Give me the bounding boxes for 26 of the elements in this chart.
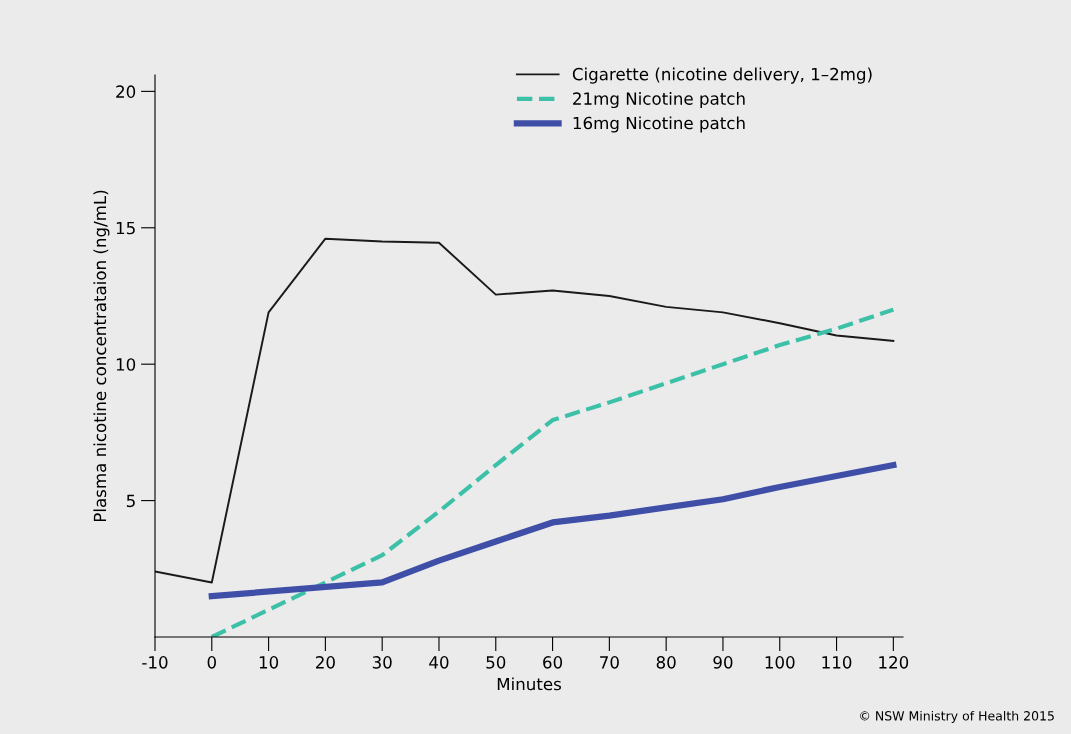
text: © NSW Ministry of Health 2015: [860, 710, 1054, 723]
x-tick-label: 20: [316, 656, 335, 669]
x-tick-label: 30: [372, 656, 392, 669]
x-tick-label: 100: [765, 656, 795, 669]
y-tick-label: 10: [116, 358, 136, 371]
x-tick-label: 60: [543, 656, 563, 669]
y-tick-label: 15: [116, 221, 135, 235]
y-tick-label: 5: [126, 494, 135, 508]
x-tick-label: 120: [879, 656, 909, 669]
y-axis-title: Plasma nicotine concentrataion (ng/mL): [93, 190, 110, 522]
x-tick-label: 40: [429, 656, 449, 669]
x-tick-label: 50: [486, 656, 506, 669]
x-tick-label: 80: [656, 656, 676, 669]
legend-label: 16mg Nicotine patch: [573, 116, 745, 133]
x-tick-label: 0: [207, 656, 216, 669]
x-tick-label: 70: [600, 656, 619, 669]
x-tick-label: 90: [713, 656, 733, 669]
legend-label: 21mg Nicotine patch: [573, 91, 745, 109]
x-tick-label: 10: [259, 656, 279, 669]
y-tick-label: 20: [116, 85, 136, 98]
line-series: [155, 237, 895, 584]
legend-label: Cigarette (nicotine delivery, 1–2mg): [572, 67, 872, 84]
x-tick-label: -10: [142, 656, 168, 669]
line-series: [209, 307, 896, 637]
x-tick-label: 110: [822, 656, 852, 669]
x-axis-title: Minutes: [497, 677, 561, 691]
